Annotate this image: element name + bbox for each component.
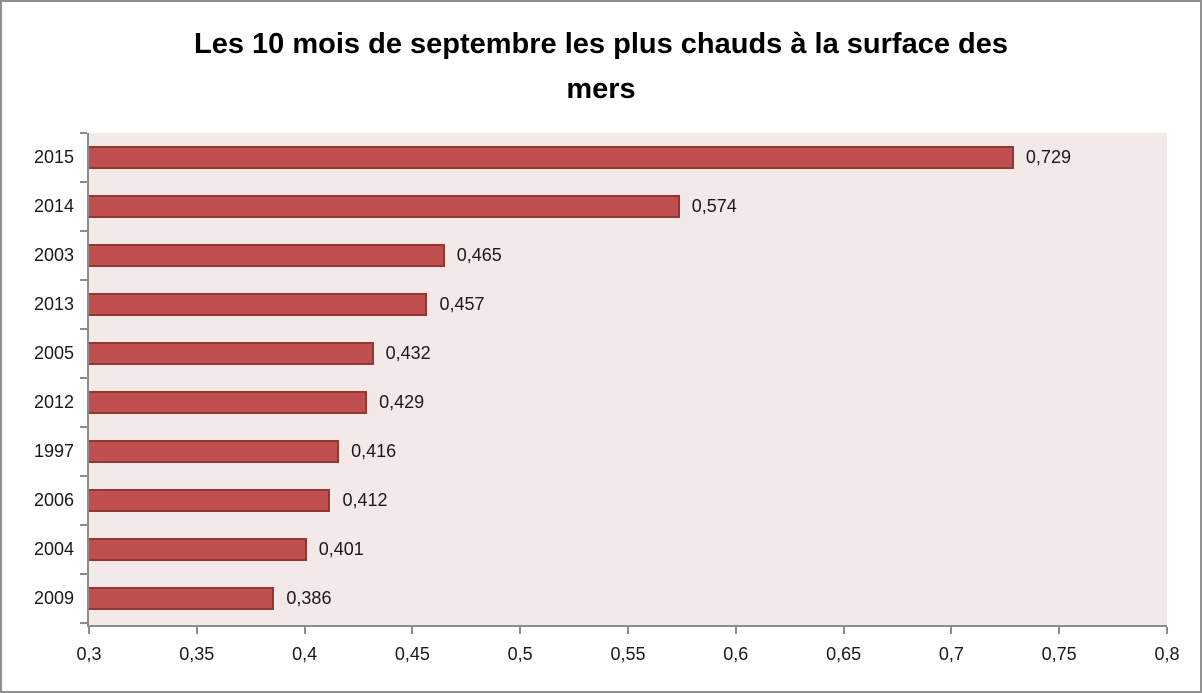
bar-row: 0,432 [89, 329, 1167, 378]
x-axis-tick [195, 627, 198, 634]
y-axis-tick [80, 622, 87, 624]
x-axis-tick [842, 627, 845, 634]
bar-2009 [89, 587, 275, 610]
bar-2005 [89, 342, 374, 365]
bar-value-label: 0,386 [286, 588, 332, 608]
x-axis-tick [303, 627, 306, 634]
x-axis-label: 0,4 [292, 644, 318, 664]
bar-row: 0,386 [89, 574, 1167, 623]
x-axis-tick [519, 627, 522, 634]
chart-title-line1: Les 10 mois de septembre les plus chauds… [194, 28, 1008, 60]
y-axis-label: 2004 [33, 539, 74, 559]
x-axis-label: 0,45 [394, 644, 430, 664]
y-axis-label: 2009 [33, 588, 74, 608]
x-axis-tick [950, 627, 953, 634]
bar-value-label: 0,457 [439, 294, 485, 314]
bar-row: 0,416 [89, 427, 1167, 476]
bar-row: 0,729 [89, 133, 1167, 182]
x-axis-tick [1166, 627, 1168, 634]
x-axis-label: 0,65 [826, 644, 862, 664]
y-axis-tick [80, 475, 87, 477]
x-axis-label: 0,7 [938, 644, 964, 664]
x-axis-label: 0,35 [179, 644, 215, 664]
x-axis-tick [627, 627, 629, 634]
y-axis-label: 2013 [33, 294, 74, 314]
y-axis-label: 2015 [33, 147, 74, 167]
y-axis-label: 1997 [33, 441, 74, 461]
bar-row: 0,401 [89, 525, 1167, 574]
bar-2003 [89, 244, 445, 267]
bar-2013 [89, 293, 428, 316]
x-axis-label: 0,55 [610, 644, 646, 664]
x-axis-label: 0,8 [1154, 644, 1180, 664]
bar-2014 [89, 195, 680, 218]
bar-value-label: 0,401 [318, 539, 364, 559]
bar-value-label: 0,416 [351, 441, 397, 461]
y-axis-tick [80, 426, 87, 428]
bar-value-label: 0,465 [456, 245, 502, 265]
bar-row: 0,457 [89, 280, 1167, 329]
y-axis-label: 2003 [33, 245, 74, 265]
bar-2004 [89, 538, 307, 561]
y-axis-tick [80, 132, 87, 134]
chart-title: Les 10 mois de septembre les plus chauds… [2, 22, 1200, 112]
bar-row: 0,574 [89, 182, 1167, 231]
bar-value-label: 0,412 [342, 490, 388, 510]
bar-2012 [89, 391, 368, 414]
bar-2015 [89, 146, 1014, 169]
x-axis-label: 0,6 [723, 644, 749, 664]
bar-2006 [89, 489, 331, 512]
bar-value-label: 0,729 [1025, 147, 1071, 167]
x-axis-labels: 0,3 0,35 0,4 0,45 0,5 0,55 0,6 0,65 0,7 0,75 0,8 [76, 643, 1179, 667]
y-axis-tick [80, 377, 87, 379]
y-axis-label: 2012 [33, 392, 74, 412]
bar-row: 0,412 [89, 476, 1167, 525]
x-axis-tick [1058, 627, 1061, 634]
y-axis-tick [80, 328, 87, 330]
x-axis-tick [734, 627, 737, 634]
y-axis-tick [80, 279, 87, 281]
x-axis-label: 0,5 [507, 644, 533, 664]
x-axis-label: 0,3 [76, 644, 102, 664]
bar-row: 0,465 [89, 231, 1167, 280]
y-axis-tick [80, 230, 87, 232]
y-axis-label: 2014 [33, 196, 74, 216]
bar-1997 [89, 440, 340, 463]
bar-row: 0,429 [89, 378, 1167, 427]
bar-value-label: 0,429 [379, 392, 425, 412]
bar-value-label: 0,574 [691, 196, 737, 216]
chart-title-line2: mers [566, 73, 636, 105]
plot-area: 0,729 0,574 0,465 0,457 0,432 0,429 0,416 0,412… [80, 132, 1168, 634]
x-axis-tick [88, 627, 90, 634]
bar-value-label: 0,432 [385, 343, 431, 363]
y-axis-label: 2005 [33, 343, 74, 363]
y-axis-tick [80, 181, 87, 183]
x-axis-label: 0,75 [1041, 644, 1077, 664]
y-axis-label: 2006 [33, 490, 74, 510]
y-axis-tick [80, 524, 87, 526]
y-axis-tick [80, 573, 87, 575]
x-axis-tick [411, 627, 414, 634]
